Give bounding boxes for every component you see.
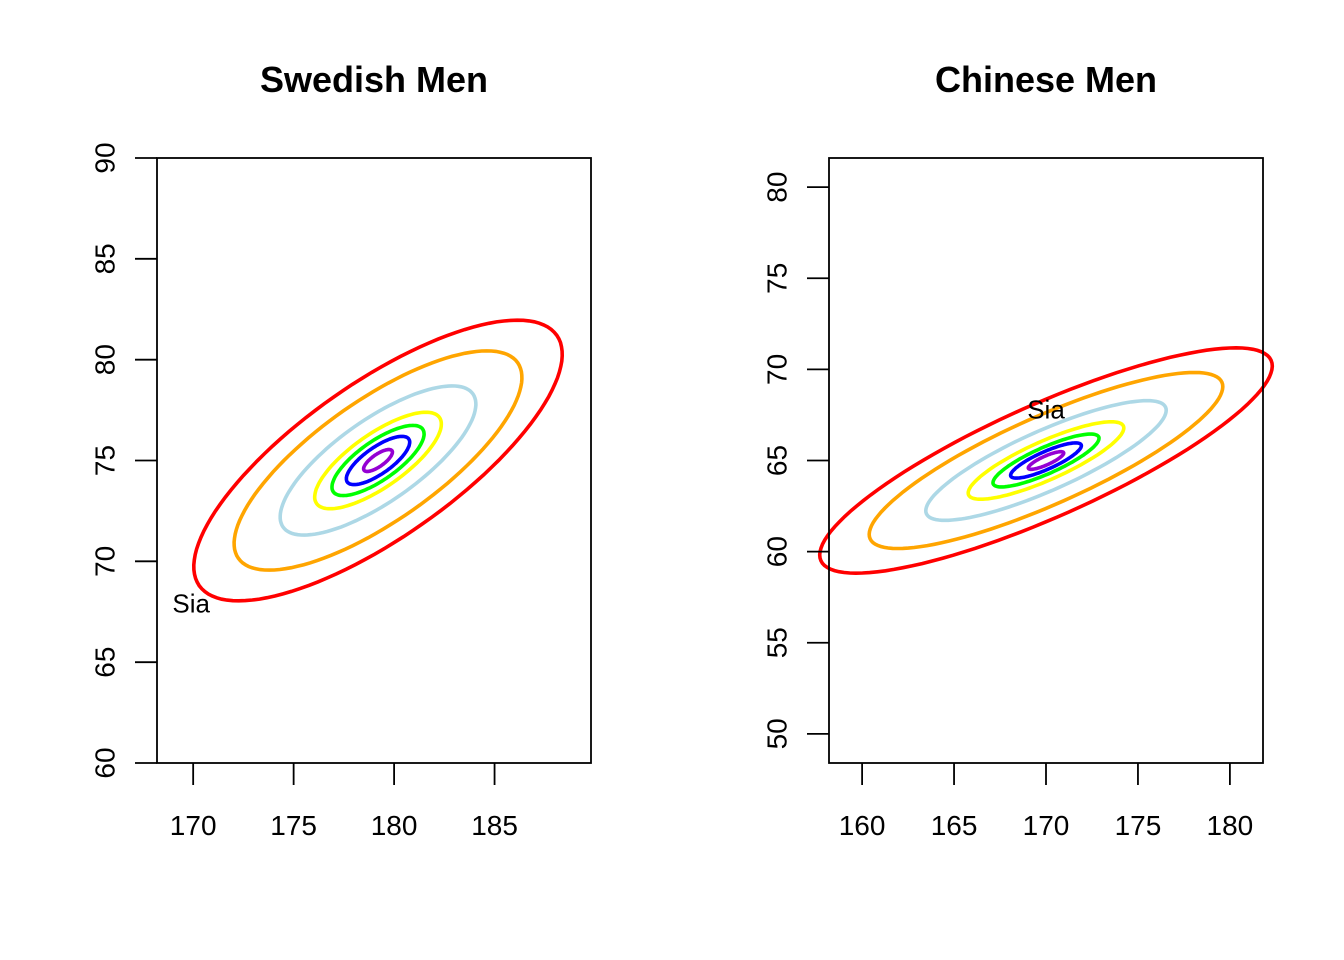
contour-level-3	[330, 423, 426, 498]
axes: 160 165 170 175 180 50 55 60 65 70 75 80	[761, 172, 1253, 841]
axes: 170 175 180 185 60 65 70 75 80 85 90	[89, 142, 518, 841]
x-tick-label: 175	[270, 810, 317, 841]
y-tick-label: 70	[761, 354, 792, 385]
y-tick-label: 55	[761, 627, 792, 658]
x-tick-label: 170	[1023, 810, 1070, 841]
y-tick-label: 60	[89, 747, 120, 778]
x-tick-label: 180	[1207, 810, 1254, 841]
annotation-sia: Sia	[1027, 394, 1065, 424]
contour-level-6	[232, 349, 524, 572]
y-tick-label: 65	[89, 647, 120, 678]
plot-frame	[156, 157, 592, 764]
panel-title: Chinese Men	[935, 59, 1157, 100]
annotation-sia: Sia	[172, 589, 210, 619]
contour-group	[817, 345, 1275, 576]
y-tick-label: 65	[761, 445, 792, 476]
contour-level-4	[312, 410, 444, 511]
y-tick-label: 80	[761, 172, 792, 203]
contour-level-5	[923, 398, 1169, 523]
panel-swedish-men: Swedish Men 170 175 180 185 60 65 70 75 80 85 90 S…	[89, 59, 592, 841]
y-tick-label: 70	[89, 546, 120, 577]
contour-group	[191, 318, 565, 603]
contour-level-7	[191, 318, 565, 603]
panel-title: Swedish Men	[260, 59, 488, 100]
x-tick-label: 180	[371, 810, 418, 841]
y-tick-label: 50	[761, 718, 792, 749]
contour-level-1	[1026, 449, 1066, 472]
panel-chinese-men: Chinese Men 160 165 170 175 180 50 55 60 65 70 75 8…	[761, 59, 1275, 841]
contour-level-2	[344, 434, 412, 487]
x-tick-label: 160	[839, 810, 886, 841]
x-tick-label: 185	[471, 810, 518, 841]
y-tick-label: 90	[89, 142, 120, 173]
y-tick-label: 80	[89, 344, 120, 375]
y-tick-label: 85	[89, 243, 120, 274]
contour-level-4	[966, 419, 1126, 502]
y-tick-label: 60	[761, 536, 792, 567]
contour-level-6	[867, 370, 1225, 551]
contour-level-5	[278, 384, 478, 537]
contour-level-3	[991, 432, 1101, 489]
y-tick-label: 75	[89, 445, 120, 476]
x-tick-label: 165	[931, 810, 978, 841]
plot-frame	[828, 157, 1264, 764]
contour-level-7	[817, 345, 1275, 576]
x-tick-label: 175	[1115, 810, 1162, 841]
contour-level-2	[1008, 441, 1084, 480]
x-tick-label: 170	[170, 810, 217, 841]
y-tick-label: 75	[761, 263, 792, 294]
contour-level-1	[361, 447, 395, 474]
